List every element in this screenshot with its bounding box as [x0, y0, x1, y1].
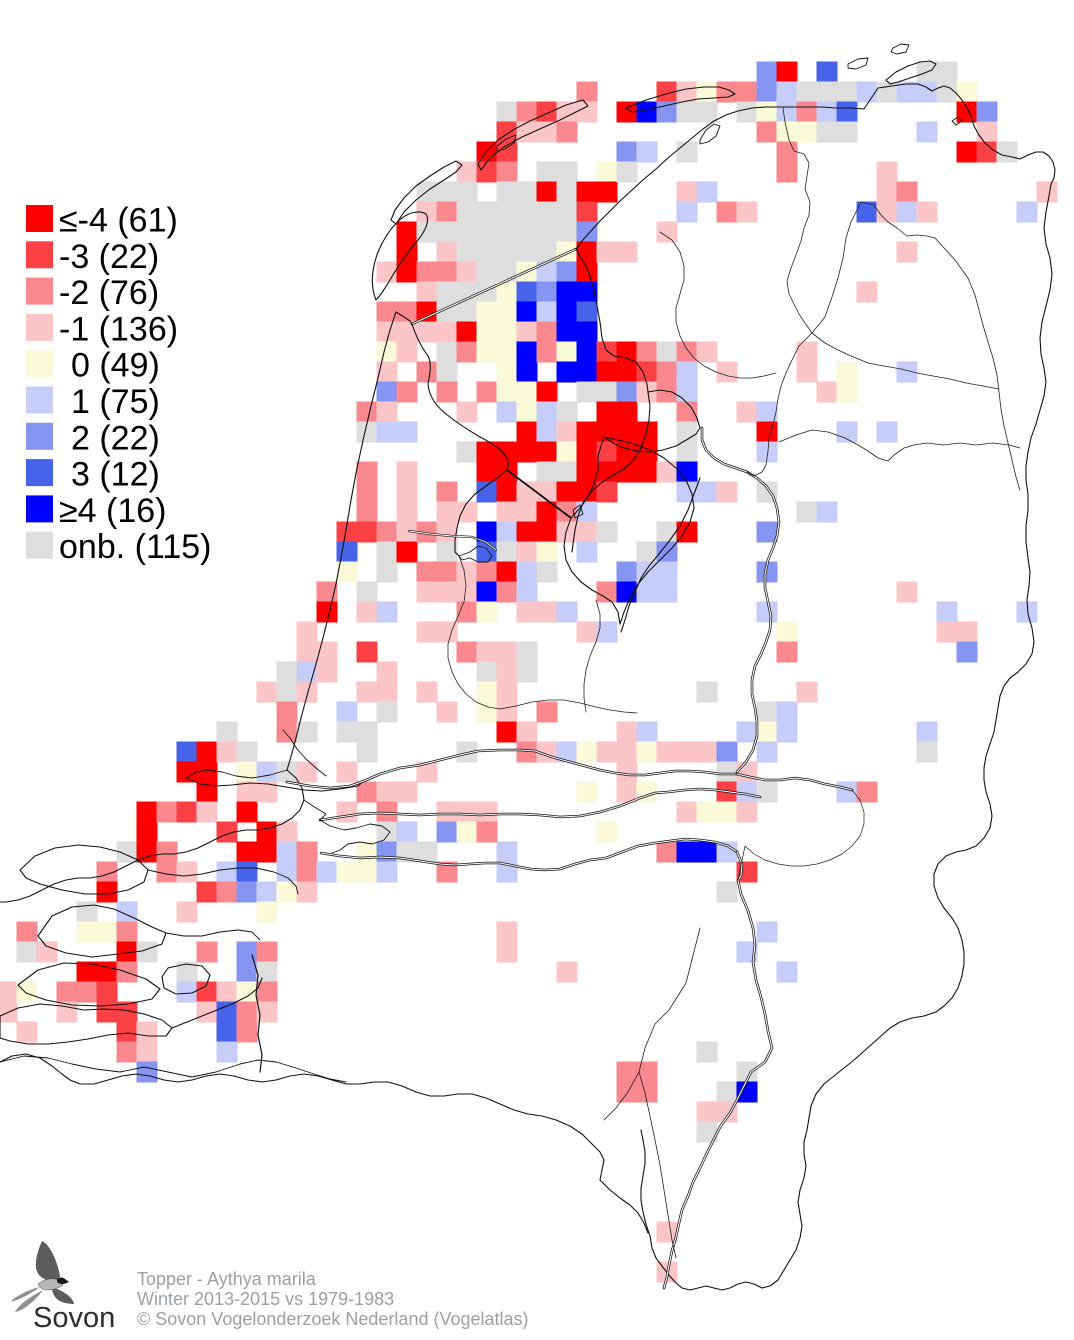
svg-text:0 (49): 0 (49) — [71, 347, 160, 385]
svg-text:3 (12): 3 (12) — [71, 456, 160, 494]
svg-text:-3 (22): -3 (22) — [59, 238, 159, 276]
svg-text:2 (22): 2 (22) — [71, 419, 160, 457]
svg-text:≤-4 (61): ≤-4 (61) — [59, 202, 178, 240]
svg-text:-1 (136): -1 (136) — [59, 310, 178, 348]
svg-text:Topper - Aythya marila: Topper - Aythya marila — [137, 1269, 317, 1289]
svg-text:≥4 (16): ≥4 (16) — [59, 492, 166, 530]
svg-text:© Sovon Vogelonderzoek Nederla: © Sovon Vogelonderzoek Nederland (Vogela… — [137, 1309, 529, 1329]
svg-text:onb. (115): onb. (115) — [59, 528, 211, 566]
svg-text:Winter 2013-2015 vs 1979-1983: Winter 2013-2015 vs 1979-1983 — [137, 1289, 394, 1309]
svg-text:Sovon: Sovon — [33, 1302, 115, 1334]
svg-text:-2 (76): -2 (76) — [59, 274, 159, 312]
svg-text:1 (75): 1 (75) — [71, 383, 160, 421]
